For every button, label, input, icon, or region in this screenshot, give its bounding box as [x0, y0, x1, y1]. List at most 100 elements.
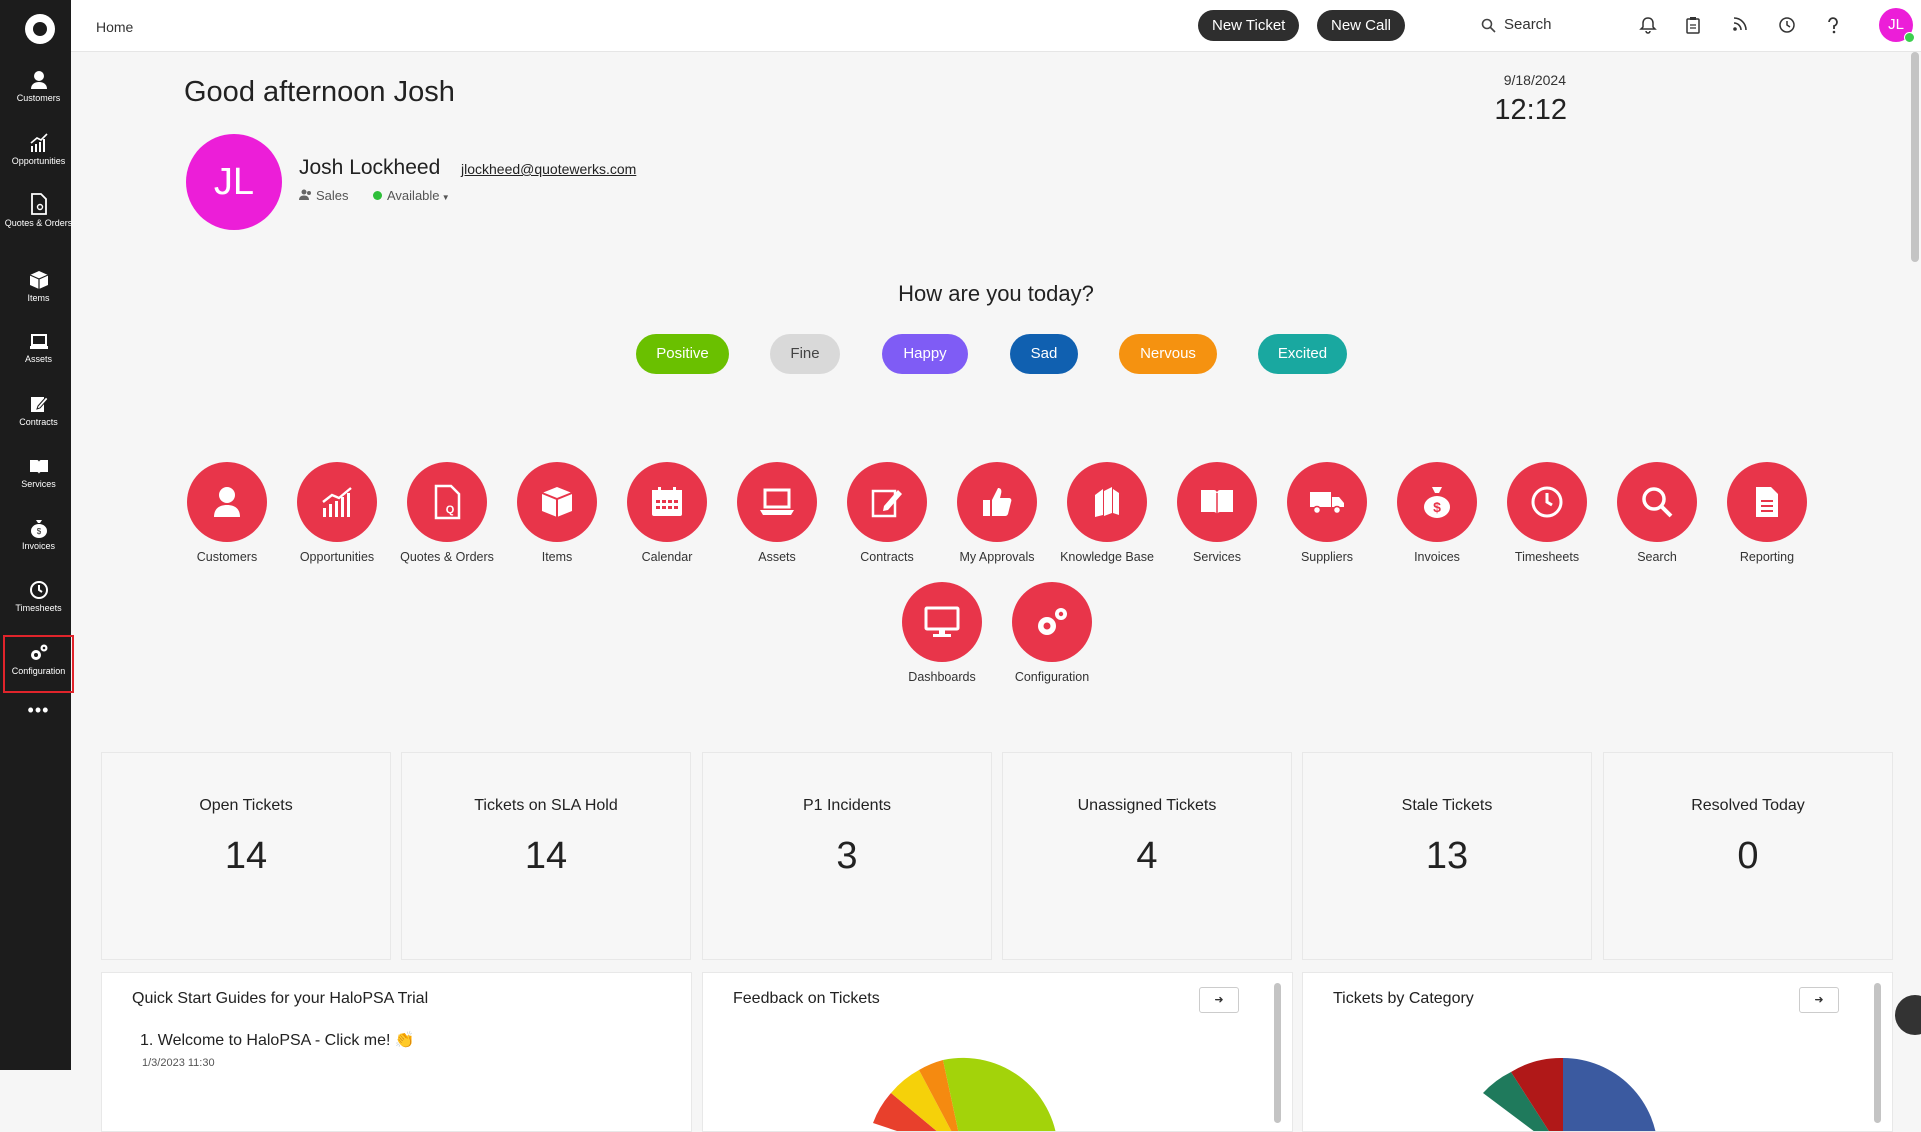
- thumbs-up-icon: [983, 488, 1012, 516]
- tile-suppliers[interactable]: Suppliers: [1272, 462, 1382, 564]
- stat-value: 13: [1425, 835, 1469, 877]
- mood-sad-button[interactable]: Sad: [1010, 334, 1078, 374]
- category-pie-chart: [1483, 1057, 1656, 1131]
- tile-label: Suppliers: [1300, 550, 1354, 564]
- sidebar-item-customers[interactable]: Customers: [3, 70, 74, 104]
- books-icon: [1095, 487, 1119, 517]
- feedback-pie-chart: [873, 1057, 1056, 1131]
- tile-label: Customers: [196, 550, 258, 564]
- chart-icon: [29, 133, 48, 152]
- sidebar-item-label: Opportunities: [11, 156, 66, 166]
- stat-value: 4: [1136, 835, 1158, 877]
- stat-title: Open Tickets: [199, 797, 293, 814]
- open-report-button[interactable]: ➜: [1199, 987, 1239, 1013]
- availability-dropdown[interactable]: Available ▼: [373, 188, 450, 203]
- sidebar-item-items[interactable]: Items: [3, 270, 74, 304]
- sidebar-item-assets[interactable]: Assets: [3, 333, 74, 365]
- sidebar-item-opportunities[interactable]: Opportunities: [3, 133, 74, 167]
- greeting-title: Good afternoon Josh: [184, 76, 455, 108]
- sidebar-item-label: Customers: [16, 93, 61, 103]
- panel-title: Feedback on Tickets: [733, 990, 880, 1007]
- mood-positive-button[interactable]: Positive: [636, 334, 729, 374]
- tile-contracts[interactable]: Contracts: [832, 462, 942, 564]
- mood-nervous-button[interactable]: Nervous: [1119, 334, 1217, 374]
- tile-label: Reporting: [1739, 550, 1795, 564]
- page-scrollbar[interactable]: [1911, 52, 1919, 262]
- mood-excited-button[interactable]: Excited: [1258, 334, 1347, 374]
- user-avatar[interactable]: JL: [1879, 8, 1915, 43]
- stat-value: 14: [524, 835, 568, 877]
- halo-logo-icon[interactable]: [25, 14, 55, 44]
- sidebar-item-invoices[interactable]: $ Invoices: [3, 518, 74, 552]
- more-menu-icon[interactable]: •••: [27, 700, 50, 720]
- search-label: Search: [1504, 16, 1552, 33]
- tile-label: Calendar: [641, 550, 693, 564]
- sidebar-item-services[interactable]: Services: [3, 458, 74, 490]
- box-icon: [541, 487, 573, 517]
- sidebar-item-configuration[interactable]: Configuration: [3, 635, 74, 693]
- tile-opportunities[interactable]: Opportunities: [282, 462, 392, 564]
- stat-card-open-tickets[interactable]: Open Tickets 14: [101, 752, 391, 960]
- profile-avatar[interactable]: JL: [186, 134, 282, 230]
- person-icon: [30, 71, 47, 89]
- tile-label: Dashboards: [908, 670, 976, 684]
- stat-card-p1-incidents[interactable]: P1 Incidents 3: [702, 752, 992, 960]
- tile-label: Opportunities: [299, 550, 375, 564]
- users-icon: [299, 189, 311, 200]
- stat-card-sla-hold[interactable]: Tickets on SLA Hold 14: [401, 752, 691, 960]
- tile-search[interactable]: Search: [1602, 462, 1712, 564]
- stat-title: Unassigned Tickets: [1077, 797, 1217, 814]
- money-bag-icon: $: [30, 520, 47, 538]
- sidebar-item-quotes-orders[interactable]: Quotes & Orders: [3, 193, 74, 229]
- chat-widget-icon[interactable]: [1895, 995, 1921, 1035]
- user-role: Sales: [299, 188, 349, 203]
- tile-customers[interactable]: Customers: [172, 462, 282, 564]
- guide-link[interactable]: 1. Welcome to HaloPSA - Click me! 👏: [140, 1032, 415, 1049]
- search-icon: [1642, 487, 1673, 518]
- laptop-icon: [760, 488, 794, 515]
- tile-label: Items: [541, 550, 573, 564]
- status-dot-icon: [373, 191, 382, 200]
- search-box[interactable]: Search: [1481, 16, 1552, 33]
- tile-timesheets[interactable]: Timesheets: [1492, 462, 1602, 564]
- tile-my-approvals[interactable]: My Approvals: [942, 462, 1052, 564]
- tile-knowledge-base[interactable]: Knowledge Base: [1052, 462, 1162, 564]
- panel-scrollbar[interactable]: [1874, 983, 1881, 1123]
- stat-title: Tickets on SLA Hold: [474, 797, 618, 814]
- tile-dashboards[interactable]: Dashboards: [887, 582, 997, 684]
- rss-feed-icon[interactable]: [1732, 16, 1748, 32]
- tile-reporting[interactable]: Reporting: [1712, 462, 1822, 564]
- pie-slice: [943, 1057, 1056, 1131]
- stat-card-unassigned[interactable]: Unassigned Tickets 4: [1002, 752, 1292, 960]
- user-email-link[interactable]: jlockheed@quotewerks.com: [461, 161, 637, 177]
- tile-items[interactable]: Items: [502, 462, 612, 564]
- clipboard-icon[interactable]: [1685, 16, 1701, 34]
- arrow-right-icon: ➜: [1814, 994, 1824, 1006]
- sidebar-item-contracts[interactable]: Contracts: [3, 394, 74, 428]
- laptop-icon: [29, 334, 48, 349]
- open-report-button[interactable]: ➜: [1799, 987, 1839, 1013]
- new-call-button[interactable]: New Call: [1317, 10, 1406, 41]
- tile-calendar[interactable]: Calendar: [612, 462, 722, 564]
- tile-configuration[interactable]: Configuration: [997, 582, 1107, 684]
- stat-card-resolved-today[interactable]: Resolved Today 0: [1603, 752, 1893, 960]
- tile-assets[interactable]: Assets: [722, 462, 832, 564]
- mood-fine-button[interactable]: Fine: [770, 334, 840, 374]
- help-icon[interactable]: [1825, 16, 1841, 34]
- tile-invoices[interactable]: $ Invoices: [1382, 462, 1492, 564]
- mood-happy-button[interactable]: Happy: [882, 334, 968, 374]
- breadcrumb[interactable]: Home: [96, 19, 134, 35]
- top-bar: Home New Ticket New Call Search JL: [71, 0, 1921, 52]
- current-date: 9/18/2024: [1503, 72, 1566, 88]
- sidebar-item-timesheets[interactable]: Timesheets: [3, 580, 74, 614]
- tile-services[interactable]: Services: [1162, 462, 1272, 564]
- tile-label: Knowledge Base: [1060, 550, 1154, 564]
- panel-scrollbar[interactable]: [1274, 983, 1281, 1123]
- feedback-panel: Feedback on Tickets ➜: [702, 972, 1293, 1132]
- bell-icon[interactable]: [1639, 16, 1657, 34]
- sidebar-item-label: Quotes & Orders: [4, 218, 73, 228]
- stat-card-stale[interactable]: Stale Tickets 13: [1302, 752, 1592, 960]
- tile-quotes-orders[interactable]: Q Quotes & Orders: [392, 462, 502, 564]
- history-clock-icon[interactable]: [1778, 16, 1796, 34]
- new-ticket-button[interactable]: New Ticket: [1198, 10, 1300, 41]
